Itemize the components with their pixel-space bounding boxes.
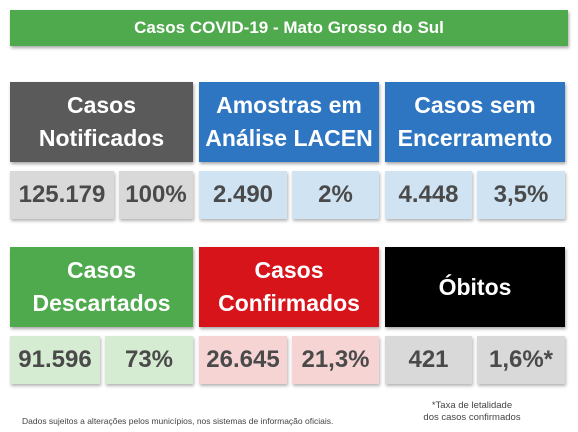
page-title: Casos COVID-19 - Mato Grosso do Sul bbox=[10, 10, 568, 46]
header-line1: Amostras em bbox=[216, 92, 362, 118]
header-casos-descartados: Casos Descartados bbox=[10, 247, 193, 327]
lethality-note-line1: *Taxa de letalidade bbox=[431, 400, 513, 411]
header-obitos: Óbitos bbox=[385, 247, 565, 327]
header-casos-sem-encerramento: Casos sem Encerramento bbox=[385, 82, 565, 162]
lethality-note-line2: dos casos confirmados bbox=[423, 412, 521, 423]
header-line2: Análise LACEN bbox=[205, 125, 373, 151]
header-amostras-lacen: Amostras em Análise LACEN bbox=[199, 82, 379, 162]
header-line1: Casos sem bbox=[414, 92, 536, 118]
header-line2: Notificados bbox=[38, 125, 165, 151]
header-casos-notificados: Casos Notificados bbox=[10, 82, 193, 162]
percent-amostras-lacen: 2% bbox=[292, 171, 379, 219]
header-line2: Descartados bbox=[32, 290, 171, 316]
header-line1: Óbitos bbox=[438, 273, 512, 300]
header-line2: Encerramento bbox=[397, 125, 553, 151]
value-casos-notificados: 125.179 bbox=[10, 171, 114, 219]
percent-casos-descartados: 73% bbox=[105, 336, 193, 384]
value-casos-descartados: 91.596 bbox=[10, 336, 100, 384]
header-line1: Casos bbox=[66, 257, 137, 283]
value-amostras-lacen: 2.490 bbox=[199, 171, 287, 219]
percent-casos-confirmados: 21,3% bbox=[292, 336, 379, 384]
percent-casos-sem-encerramento: 3,5% bbox=[477, 171, 565, 219]
percent-obitos: 1,6%* bbox=[477, 336, 565, 384]
value-casos-confirmados: 26.645 bbox=[199, 336, 287, 384]
header-line2: Confirmados bbox=[218, 290, 360, 316]
header-casos-confirmados: Casos Confirmados bbox=[199, 247, 379, 327]
percent-casos-notificados: 100% bbox=[119, 171, 193, 219]
footnote: Dados sujeitos a alterações pelos municí… bbox=[22, 416, 334, 426]
lethality-note: *Taxa de letalidade dos casos confirmado… bbox=[412, 400, 532, 424]
value-obitos: 421 bbox=[385, 336, 472, 384]
header-line1: Casos bbox=[66, 92, 137, 118]
value-casos-sem-encerramento: 4.448 bbox=[385, 171, 472, 219]
header-line1: Casos bbox=[254, 257, 324, 283]
